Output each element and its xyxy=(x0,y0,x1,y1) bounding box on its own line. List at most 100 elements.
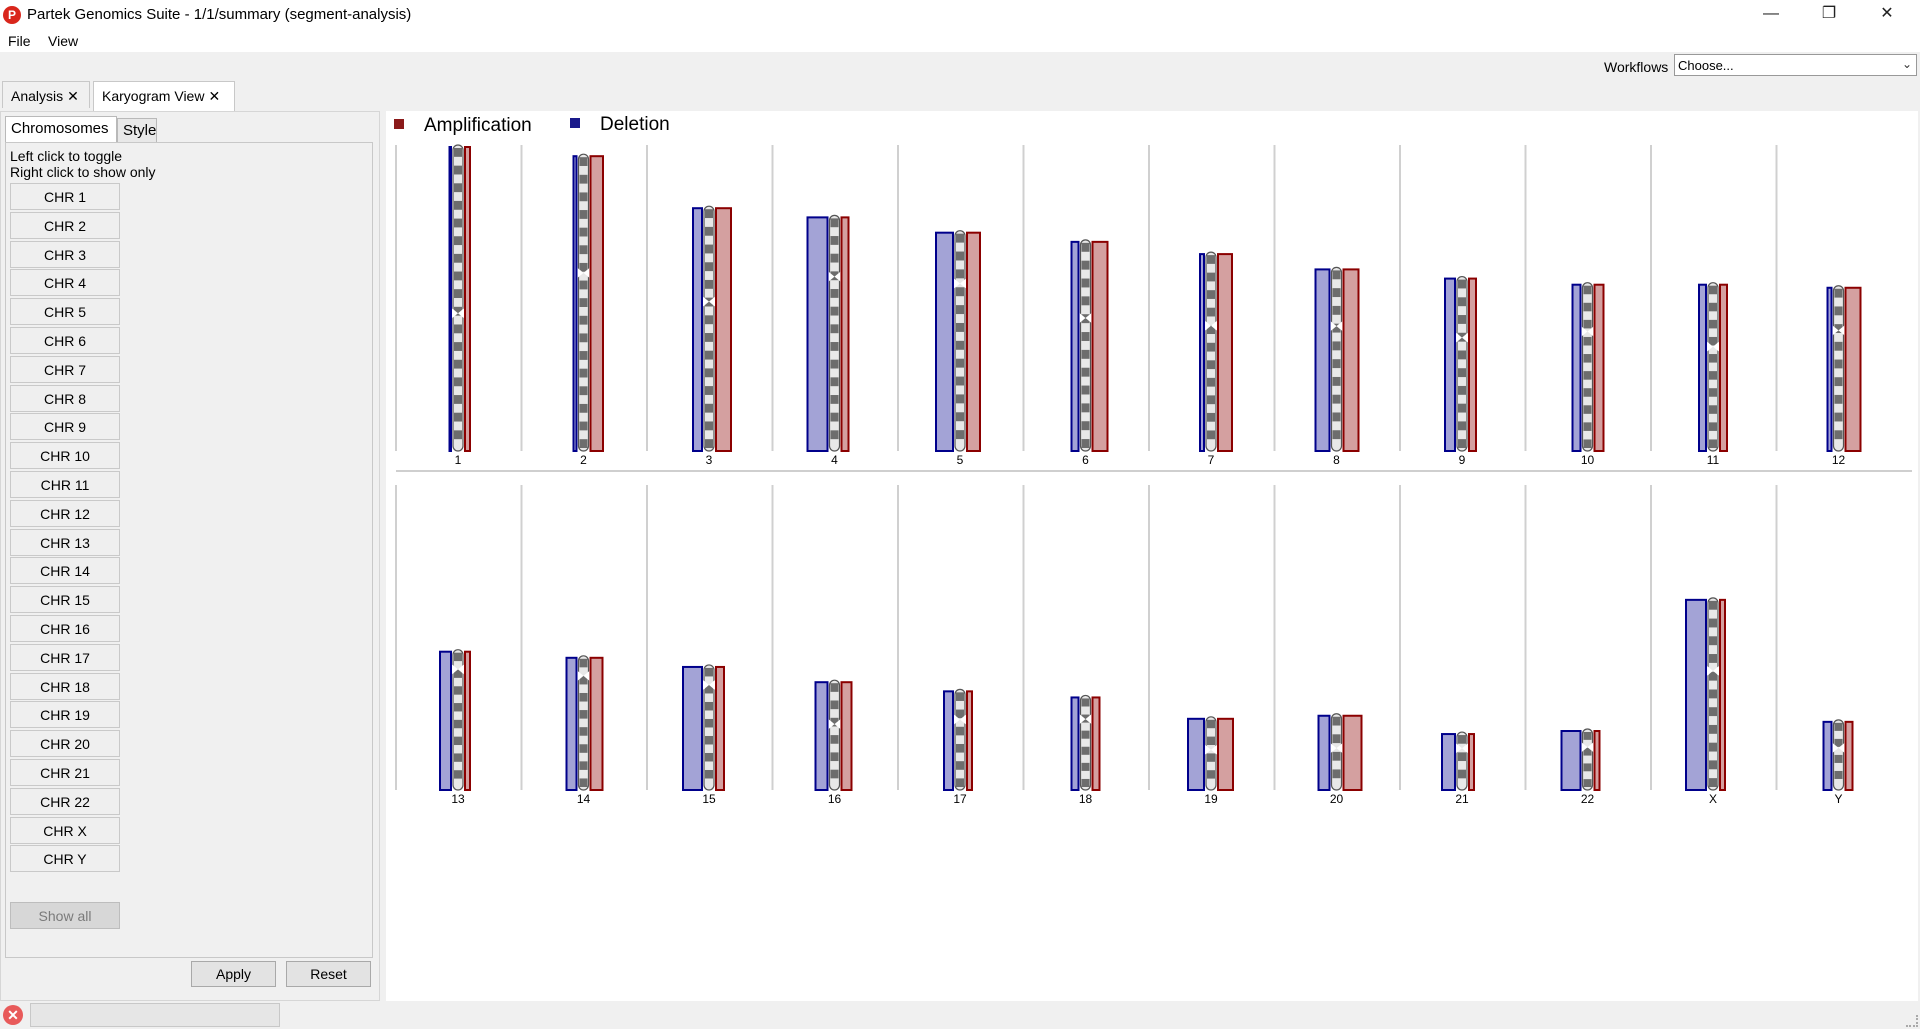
chromosome-toggle-button[interactable]: CHR 15 xyxy=(10,586,120,614)
chromosome-band xyxy=(705,403,713,413)
amplification-segment xyxy=(1091,240,1109,452)
chromosome-toggle-button[interactable]: CHR 9 xyxy=(10,413,120,441)
deletion-legend-label: Deletion xyxy=(600,114,670,135)
chromosome-toggle-button[interactable]: CHR 1 xyxy=(10,183,120,210)
chromosome-toggle-button[interactable]: CHR 2 xyxy=(10,211,120,239)
chromosome-band xyxy=(830,289,839,298)
chromosome-band xyxy=(1709,439,1717,448)
status-bar: ✕ xyxy=(0,1001,1920,1029)
chromosome-toggle-button[interactable]: CHR 16 xyxy=(10,615,120,642)
chromosome-label: 5 xyxy=(957,453,964,467)
chromosome-band xyxy=(1583,336,1592,346)
chromosome-toggle-button[interactable]: CHR 8 xyxy=(10,384,120,412)
chromosome-toggle-button[interactable]: CHR 20 xyxy=(10,730,120,758)
chromosome-band xyxy=(830,430,839,440)
chromosome-toggle-button[interactable]: CHR 22 xyxy=(10,787,120,815)
amplification-segment xyxy=(1844,720,1854,791)
chromosome-label: 9 xyxy=(1459,453,1466,467)
chromosome-band xyxy=(579,403,588,413)
chromosome-toggle-button[interactable]: CHR X xyxy=(10,816,120,844)
chromosome-toggle-button[interactable]: CHR 4 xyxy=(10,269,120,297)
chromosome-toggle-button[interactable]: CHR 11 xyxy=(10,471,120,498)
chromosome-label: 14 xyxy=(577,792,591,806)
deletion-segment xyxy=(1685,598,1707,791)
chromosome-band xyxy=(956,726,964,736)
chromosome-band xyxy=(454,652,462,662)
chromosome-band xyxy=(579,333,588,343)
deletion-segment xyxy=(1560,730,1582,791)
amplification-segment xyxy=(840,216,850,452)
centromere-notch xyxy=(1707,341,1719,352)
tab-style[interactable]: Style xyxy=(117,118,157,142)
chromosome-toggle-button[interactable]: CHR 17 xyxy=(10,643,120,671)
menu-view[interactable]: View xyxy=(48,33,79,49)
chromosome-toggle-button[interactable]: CHR 13 xyxy=(10,528,120,556)
chromosome-toggle-button[interactable]: CHR Y xyxy=(10,845,120,873)
chromosome-band xyxy=(579,761,588,770)
chromosome-band xyxy=(830,377,839,387)
chromosome-toggle-button[interactable]: CHR 7 xyxy=(10,355,120,383)
chromosome-toggle-button[interactable]: CHR 19 xyxy=(10,701,120,729)
chromosome-band xyxy=(454,324,462,334)
chromosome-band xyxy=(454,148,462,157)
workflows-select[interactable]: Choose... ⌄ xyxy=(1674,54,1917,76)
tab-karyogram-view[interactable]: Karyogram View ✕ xyxy=(93,81,235,111)
deletion-segment xyxy=(1822,720,1833,791)
chromosome-toggle-button[interactable]: CHR 21 xyxy=(10,759,120,786)
chromosome-band xyxy=(1709,707,1717,717)
chromosome-band xyxy=(830,359,839,369)
chromosome-toggle-button[interactable]: CHR 6 xyxy=(10,327,120,354)
chromosome-toggle-button[interactable]: CHR 10 xyxy=(10,442,120,470)
chromosome-band xyxy=(454,289,462,298)
chromosome-ideogram xyxy=(954,688,966,791)
chevron-down-icon: ⌄ xyxy=(1901,57,1912,71)
chromosome-band xyxy=(956,709,964,719)
deletion-segment xyxy=(565,656,578,791)
chromosome-band xyxy=(830,735,839,744)
chromosome-band xyxy=(705,718,713,728)
karyogram-plot[interactable]: Amplification Deletion 1 2 3 4 5 6 7 8 9 10 11 12 13… xyxy=(386,111,1918,1001)
centromere-notch xyxy=(1079,312,1092,323)
tab-analysis[interactable]: Analysis ✕ xyxy=(2,81,90,108)
chromosome-band xyxy=(956,743,964,753)
chromosome-band xyxy=(1709,689,1717,699)
amplification-segment xyxy=(1593,730,1601,791)
chromosome-band xyxy=(579,692,588,702)
chromosome-toggle-button[interactable]: CHR 18 xyxy=(10,672,120,700)
chromosome-band xyxy=(1458,385,1466,395)
centromere-notch xyxy=(1707,665,1719,676)
chromosome-band xyxy=(1081,367,1090,377)
chromosome-band xyxy=(1458,439,1466,448)
close-tab-icon[interactable]: ✕ xyxy=(67,88,79,104)
centromere-notch xyxy=(1832,325,1845,336)
chromosome-toggle-button[interactable]: CHR 3 xyxy=(10,240,120,268)
chromosome-band xyxy=(1081,260,1090,270)
minimize-icon[interactable]: — xyxy=(1763,5,1779,22)
deletion-segment xyxy=(1187,717,1205,791)
centromere-notch xyxy=(1456,743,1468,754)
close-icon[interactable]: ✕ xyxy=(1880,5,1894,22)
show-all-button[interactable]: Show all xyxy=(10,902,120,929)
resize-grip-icon[interactable] xyxy=(1906,1015,1918,1027)
chromosome-band xyxy=(454,412,462,422)
menu-file[interactable]: File xyxy=(8,33,31,49)
chromosome-band xyxy=(956,287,964,297)
reset-button[interactable]: Reset xyxy=(286,961,371,987)
tab-chromosomes[interactable]: Chromosomes xyxy=(5,116,117,142)
chromosome-toggle-button[interactable]: CHR 5 xyxy=(10,298,120,326)
chromosome-label: X xyxy=(1709,792,1717,806)
amplification-segment xyxy=(715,207,732,452)
chromosome-toggle-button[interactable]: CHR 12 xyxy=(10,499,120,527)
chromosome-toggle-button[interactable]: CHR 14 xyxy=(10,557,120,585)
amplification-segment xyxy=(1719,598,1726,791)
amplification-segment xyxy=(966,231,981,453)
centromere-notch xyxy=(954,278,966,289)
amplification-legend-label: Amplification xyxy=(424,115,532,136)
maximize-icon[interactable]: ❐ xyxy=(1821,5,1837,22)
title-bar: P Partek Genomics Suite - 1/1/summary (s… xyxy=(0,0,1920,30)
amplification-segment xyxy=(1844,286,1862,452)
apply-button[interactable]: Apply xyxy=(191,961,276,987)
close-tab-icon[interactable]: ✕ xyxy=(208,88,221,104)
error-icon[interactable]: ✕ xyxy=(3,1005,23,1025)
deletion-segment xyxy=(1070,240,1080,452)
